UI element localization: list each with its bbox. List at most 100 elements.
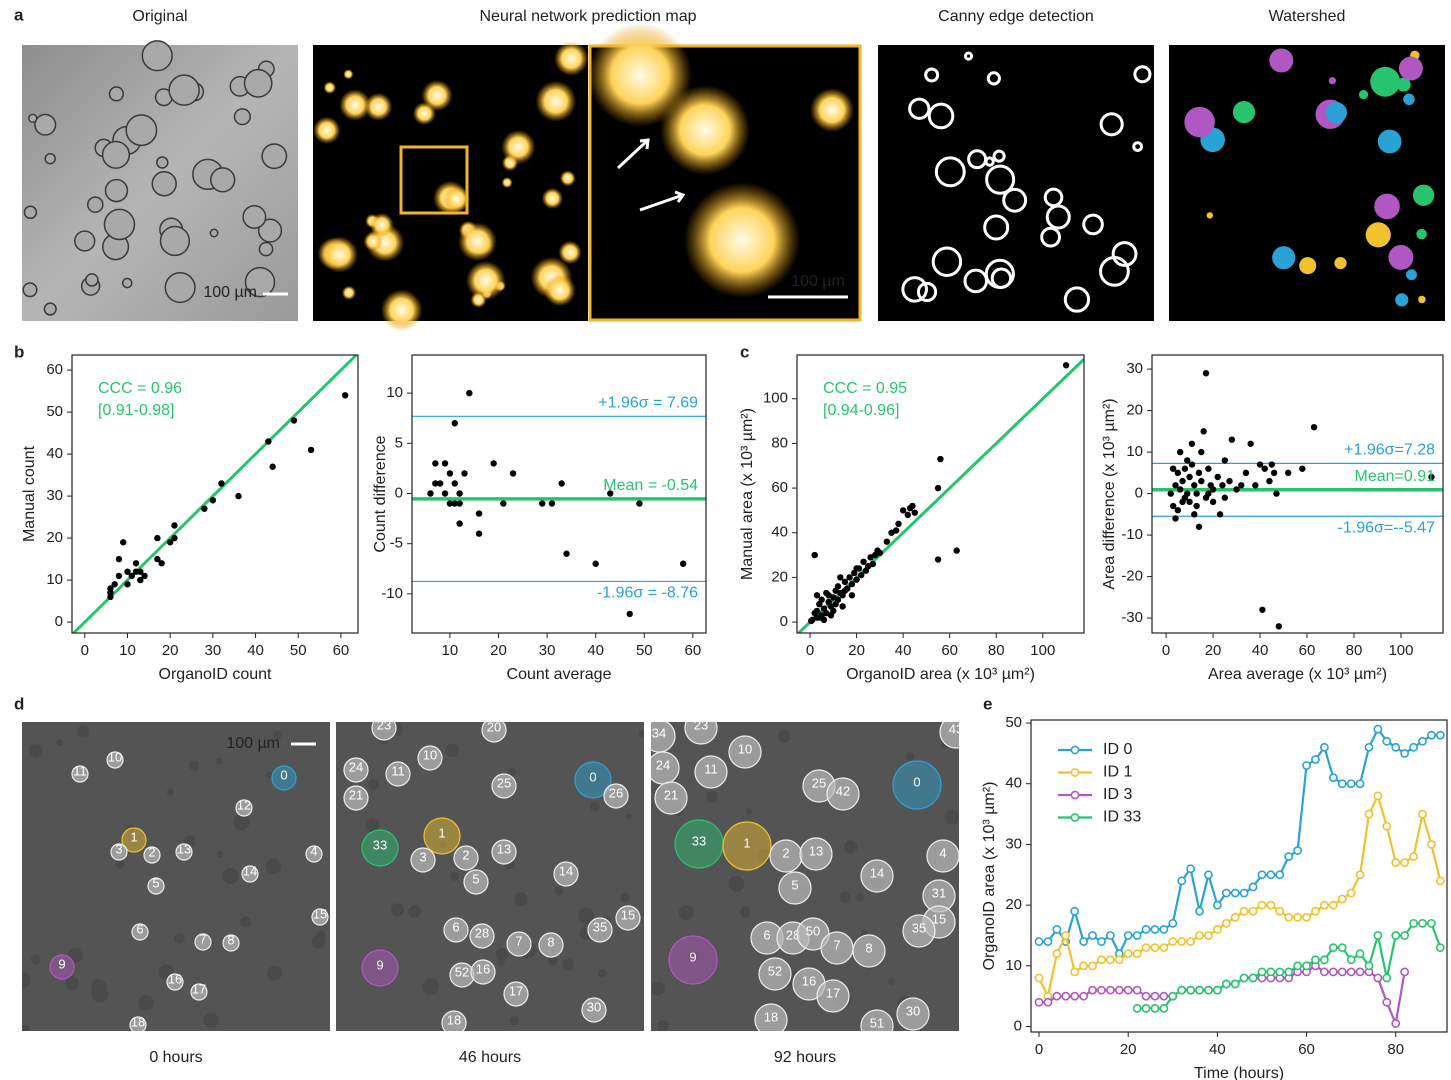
marker (1383, 823, 1390, 830)
organoid-id: 35 (912, 920, 926, 935)
x-axis-label: OrganoID count (159, 666, 273, 683)
y-axis-label: Count difference (372, 435, 389, 552)
chart: 01020304050600102030405060OrganoID count… (21, 353, 358, 683)
series-line (1039, 796, 1440, 996)
blob (470, 292, 486, 308)
point (1210, 499, 1216, 505)
y-tick-label: 0 (395, 484, 403, 501)
organoid-id: 24 (656, 757, 670, 772)
marker (1339, 968, 1346, 975)
point (432, 460, 438, 466)
organoid-id: 50 (806, 923, 820, 938)
blob (542, 188, 563, 209)
y-tick-label: 0 (55, 613, 63, 630)
marker (1365, 810, 1372, 817)
marker (1356, 871, 1363, 878)
point (1170, 465, 1176, 471)
organoid-id: 9 (689, 949, 696, 964)
marker (1178, 987, 1185, 994)
point (171, 522, 177, 528)
organoid-id: 18 (764, 1009, 778, 1024)
marker (1151, 944, 1158, 951)
organoid (110, 87, 124, 101)
marker (1356, 968, 1363, 975)
texture (174, 933, 185, 944)
point (235, 493, 241, 499)
y-tick-label: 50 (1005, 714, 1022, 731)
segment (1413, 185, 1434, 206)
point (849, 592, 855, 598)
texture (29, 744, 43, 758)
marker (1276, 968, 1283, 975)
x-tick-label: 0 (1035, 1041, 1043, 1058)
texture (316, 931, 325, 940)
point (1243, 470, 1249, 476)
marker (1080, 938, 1087, 945)
y-tick-label: 10 (46, 571, 63, 588)
point (461, 470, 467, 476)
blob (339, 89, 371, 121)
organoid (45, 154, 55, 164)
organoid-id: 11 (704, 761, 718, 776)
marker (1205, 871, 1212, 878)
texture (497, 958, 505, 966)
point (1196, 524, 1202, 530)
y-tick-label: 40 (1005, 775, 1022, 792)
marker (1401, 750, 1408, 757)
organoid-id: 30 (906, 1003, 920, 1018)
x-tick-label: 60 (333, 642, 350, 659)
organoid-id: 10 (423, 747, 437, 762)
frame-caption: 92 hours (774, 1049, 836, 1066)
point (476, 510, 482, 516)
organoid (44, 303, 56, 315)
point (853, 565, 859, 571)
texture (514, 892, 528, 906)
point (116, 573, 122, 579)
legend-label: ID 3 (1103, 786, 1132, 803)
y-axis-label: Manual count (21, 445, 38, 542)
marker (1125, 987, 1132, 994)
panel-label: c (740, 342, 749, 361)
marker (1080, 962, 1087, 969)
point (510, 470, 516, 476)
point (905, 512, 911, 518)
blob (501, 130, 535, 164)
organoid-id: 6 (763, 927, 770, 942)
marker (1160, 926, 1167, 933)
y-tick-label: 10 (1005, 957, 1022, 974)
y-tick-label: 40 (771, 524, 788, 541)
texture (217, 851, 223, 857)
texture (21, 1025, 29, 1033)
marker (1205, 932, 1212, 939)
blob (343, 69, 353, 79)
point (558, 480, 564, 486)
marker (1241, 889, 1248, 896)
point (811, 552, 817, 558)
marker (1410, 920, 1417, 927)
blob (421, 80, 452, 111)
x-tick-label: 20 (1205, 642, 1222, 659)
segment (1403, 94, 1415, 106)
marker (1330, 902, 1337, 909)
marker (1312, 756, 1319, 763)
y-tick-label: 40 (46, 445, 63, 462)
organoid-id: 1 (743, 835, 750, 850)
marker (1348, 956, 1355, 963)
point (265, 438, 271, 444)
marker (1035, 999, 1042, 1006)
organoid-id: 10 (108, 749, 122, 764)
organoid-id: 3 (115, 841, 122, 856)
texture (706, 791, 717, 802)
x-tick-label: 40 (247, 642, 264, 659)
point (849, 581, 855, 587)
marker (1330, 774, 1337, 781)
marker (1365, 744, 1372, 751)
organoid-id: 4 (939, 845, 946, 860)
point (437, 480, 443, 486)
organoid-id: 0 (280, 767, 287, 782)
blob (370, 213, 394, 237)
point (912, 509, 918, 515)
y-tick-label: 0 (1135, 485, 1143, 502)
marker (1348, 889, 1355, 896)
marker (1383, 999, 1390, 1006)
